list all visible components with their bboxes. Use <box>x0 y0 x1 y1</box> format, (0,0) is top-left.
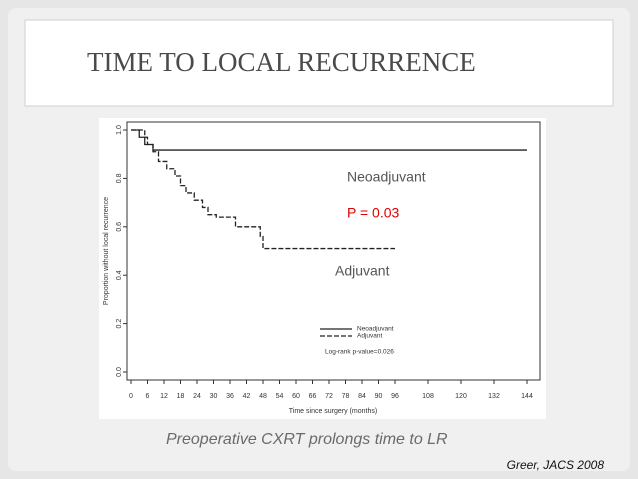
chart-image <box>99 118 546 419</box>
y-tick-label: 0.6 <box>116 222 123 232</box>
y-tick-label: 0.2 <box>116 319 123 329</box>
x-tick-label: 24 <box>193 393 201 400</box>
x-axis-label: Time since surgery (months) <box>289 408 377 415</box>
x-tick-label: 36 <box>226 393 234 400</box>
x-tick-label: 96 <box>391 393 399 400</box>
x-tick-label: 30 <box>210 393 218 400</box>
legend-label: Neoadjuvant <box>357 326 394 333</box>
x-tick-label: 144 <box>521 393 533 400</box>
x-tick-label: 66 <box>309 393 317 400</box>
y-tick-label: 0.4 <box>116 270 123 280</box>
x-tick-label: 54 <box>276 393 284 400</box>
legend-label: Adjuvant <box>357 333 382 340</box>
y-axis-label: Proportion without local recurrence <box>103 197 110 305</box>
y-tick-label: 0.8 <box>116 173 123 183</box>
citation: Greer, JACS 2008 <box>507 458 605 472</box>
x-tick-label: 78 <box>342 393 350 400</box>
survival-curve <box>131 129 395 250</box>
y-tick-label: 0.0 <box>116 367 123 377</box>
x-tick-label: 72 <box>325 393 333 400</box>
title-box <box>24 19 614 107</box>
x-tick-label: 18 <box>177 393 185 400</box>
x-tick-label: 0 <box>129 393 133 400</box>
x-tick-label: 42 <box>243 393 251 400</box>
slide-title: TIME TO LOCAL RECURRENCE <box>87 47 476 77</box>
plot-frame <box>126 121 541 381</box>
x-tick-label: 60 <box>292 393 300 400</box>
y-tick-label: 1.0 <box>116 125 123 135</box>
annotation: P = 0.03 <box>347 205 400 221</box>
survival-curve <box>131 129 527 151</box>
x-tick-label: 6 <box>146 393 150 400</box>
caption: Preoperative CXRT prolongs time to LR <box>166 431 448 448</box>
x-tick-label: 48 <box>259 393 267 400</box>
x-tick-label: 120 <box>455 393 467 400</box>
x-tick-label: 90 <box>375 393 383 400</box>
x-tick-label: 84 <box>358 393 366 400</box>
x-tick-label: 132 <box>488 393 500 400</box>
annotation: Adjuvant <box>335 263 390 279</box>
x-tick-label: 12 <box>160 393 168 400</box>
annotation: Neoadjuvant <box>347 169 426 185</box>
legend-note: Log-rank p-value=0.026 <box>325 349 394 356</box>
x-tick-label: 108 <box>422 393 434 400</box>
